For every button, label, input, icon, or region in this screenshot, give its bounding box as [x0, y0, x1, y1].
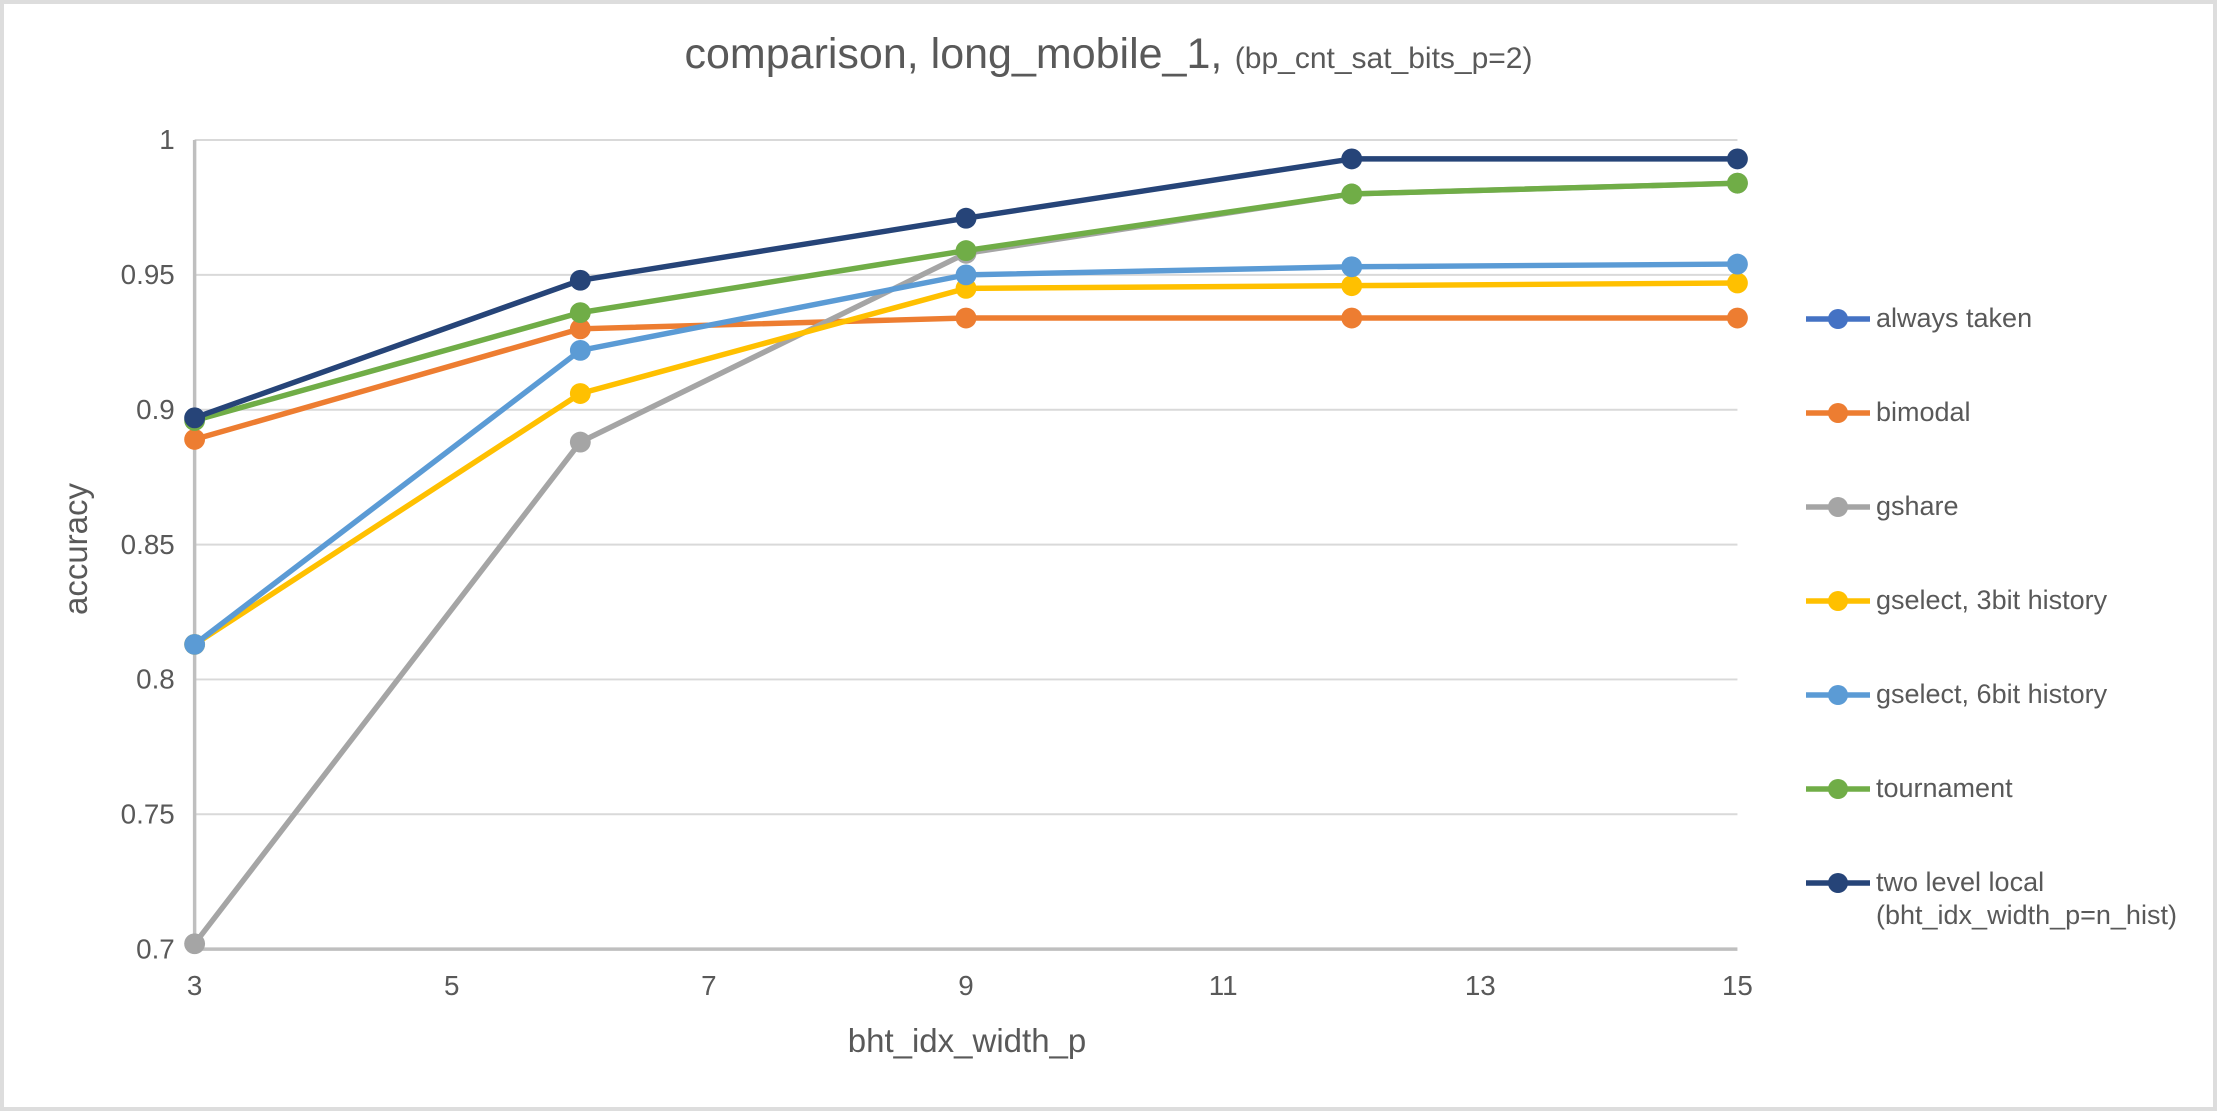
data-point: [1341, 307, 1363, 329]
y-axis-title: accuracy: [57, 482, 94, 616]
x-tick-label: 7: [701, 970, 716, 1001]
data-point: [184, 933, 206, 955]
data-point: [955, 264, 977, 286]
data-point: [955, 240, 977, 262]
data-point: [569, 339, 591, 361]
data-point: [569, 318, 591, 340]
y-tick-label: 0.8: [136, 664, 175, 695]
x-tick-label: 11: [1209, 970, 1238, 1001]
series-tournament: [184, 172, 1748, 431]
data-point: [184, 428, 206, 450]
data-point: [569, 302, 591, 324]
data-point: [184, 633, 206, 655]
series-gselect-3bit-history: [184, 272, 1748, 655]
y-tick-label: 0.7: [136, 933, 175, 964]
data-point: [569, 269, 591, 291]
data-point: [1341, 148, 1363, 170]
data-point: [1341, 275, 1363, 297]
y-tick-label: 0.75: [121, 798, 175, 829]
series-two-level-local: [184, 148, 1748, 429]
data-point: [569, 431, 591, 453]
data-point: [1727, 253, 1748, 275]
x-tick-label: 15: [1722, 970, 1753, 1001]
series-gselect-6bit-history: [184, 253, 1748, 655]
x-tick-label: 9: [958, 970, 973, 1001]
data-point: [1727, 172, 1748, 194]
data-point: [955, 207, 977, 229]
data-point: [955, 307, 977, 329]
data-point: [1727, 307, 1748, 329]
x-tick-label: 13: [1465, 970, 1496, 1001]
y-tick-label: 1: [159, 124, 174, 155]
x-tick-label: 5: [444, 970, 459, 1001]
chart-title-main: comparison, long_mobile_1,: [684, 30, 1223, 78]
y-tick-label: 0.9: [136, 394, 175, 425]
y-tick-label: 0.85: [121, 529, 175, 560]
y-tick-label: 0.95: [121, 259, 175, 290]
data-point: [184, 407, 206, 429]
chart-title: comparison, long_mobile_1, (bp_cnt_sat_b…: [4, 30, 2213, 79]
data-point: [1341, 183, 1363, 205]
data-point: [569, 383, 591, 404]
data-point: [1727, 148, 1748, 170]
data-point: [1341, 256, 1363, 278]
chart-title-suffix: (bp_cnt_sat_bits_p=2): [1234, 42, 1533, 75]
data-point: [1727, 272, 1748, 294]
series-bimodal: [184, 307, 1748, 450]
x-tick-label: 3: [187, 970, 202, 1001]
x-axis-title: bht_idx_width_p: [847, 1022, 1087, 1059]
